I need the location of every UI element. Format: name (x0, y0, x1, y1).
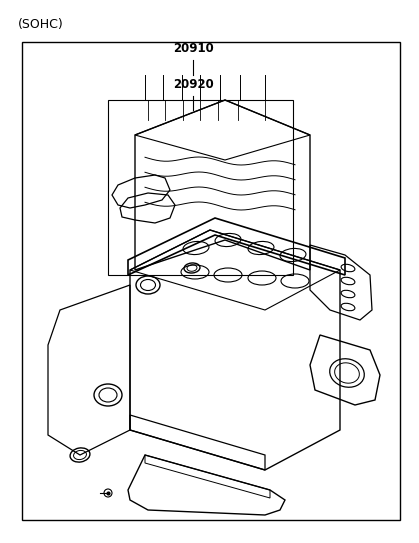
Text: 20910: 20910 (173, 42, 213, 55)
Bar (108, 100, 293, 275)
Text: (SOHC): (SOHC) (18, 18, 64, 31)
Bar (22, 42, 400, 520)
Text: 20920: 20920 (173, 78, 213, 91)
